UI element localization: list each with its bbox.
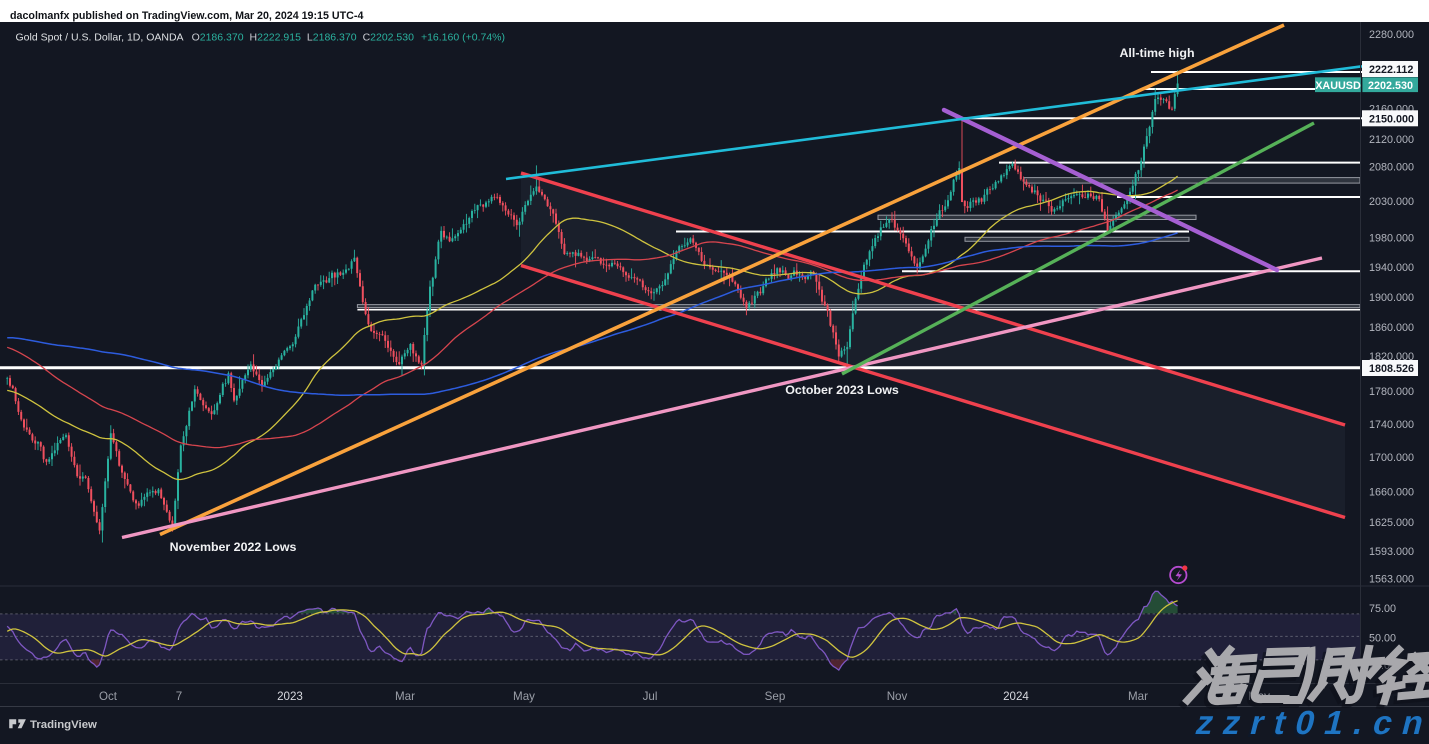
svg-text:50.00: 50.00 bbox=[1369, 633, 1396, 645]
svg-text:2080.000: 2080.000 bbox=[1369, 162, 1414, 174]
svg-text:2023: 2023 bbox=[277, 690, 303, 703]
svg-text:1980.000: 1980.000 bbox=[1369, 233, 1414, 245]
svg-text:XAUUSD: XAUUSD bbox=[1315, 80, 1361, 92]
svg-text:November 2022 Lows: November 2022 Lows bbox=[170, 540, 297, 554]
svg-text:zzrt01.cn: zzrt01.cn bbox=[1189, 707, 1429, 739]
svg-text:Mar: Mar bbox=[1128, 690, 1148, 703]
svg-text:Mar: Mar bbox=[395, 690, 415, 703]
svg-text:1593.000: 1593.000 bbox=[1369, 546, 1414, 558]
svg-text:All-time high: All-time high bbox=[1119, 46, 1194, 60]
svg-text:1740.000: 1740.000 bbox=[1369, 419, 1414, 431]
svg-text:1625.000: 1625.000 bbox=[1369, 517, 1414, 529]
svg-text:7: 7 bbox=[176, 690, 182, 703]
svg-text:Sep: Sep bbox=[765, 690, 786, 703]
svg-text:1780.000: 1780.000 bbox=[1369, 386, 1414, 398]
svg-text:2202.530: 2202.530 bbox=[1368, 80, 1413, 92]
svg-text:1860.000: 1860.000 bbox=[1369, 322, 1414, 334]
svg-text:1940.000: 1940.000 bbox=[1369, 262, 1414, 274]
svg-text:1563.000: 1563.000 bbox=[1369, 574, 1414, 586]
svg-text:dacolmanfx published on Tradin: dacolmanfx published on TradingView.com,… bbox=[10, 10, 363, 22]
svg-text:zzrt01.cn: zzrt01.cn bbox=[1192, 704, 1429, 739]
svg-text:October 2023 Lows: October 2023 Lows bbox=[785, 383, 899, 397]
svg-text:2222.112: 2222.112 bbox=[1369, 64, 1413, 76]
svg-text:2024: 2024 bbox=[1003, 690, 1029, 703]
svg-text:75.00: 75.00 bbox=[1369, 603, 1396, 615]
svg-text:2150.000: 2150.000 bbox=[1369, 113, 1414, 125]
svg-text:2120.000: 2120.000 bbox=[1369, 134, 1414, 146]
svg-text:1900.000: 1900.000 bbox=[1369, 292, 1414, 304]
svg-text:May: May bbox=[513, 690, 535, 703]
svg-text:TradingView: TradingView bbox=[30, 719, 97, 731]
svg-text:2280.000: 2280.000 bbox=[1369, 29, 1414, 41]
svg-text:Gold Spot / U.S. Dollar, 1D, O: Gold Spot / U.S. Dollar, 1D, OANDA O2186.… bbox=[16, 32, 506, 44]
svg-text:1700.000: 1700.000 bbox=[1369, 452, 1414, 464]
svg-text:2030.000: 2030.000 bbox=[1369, 196, 1414, 208]
svg-text:Oct: Oct bbox=[99, 690, 118, 703]
svg-text:1808.526: 1808.526 bbox=[1369, 363, 1414, 375]
svg-text:1660.000: 1660.000 bbox=[1369, 487, 1414, 499]
svg-text:Nov: Nov bbox=[887, 690, 908, 703]
svg-text:Jul: Jul bbox=[643, 690, 658, 703]
